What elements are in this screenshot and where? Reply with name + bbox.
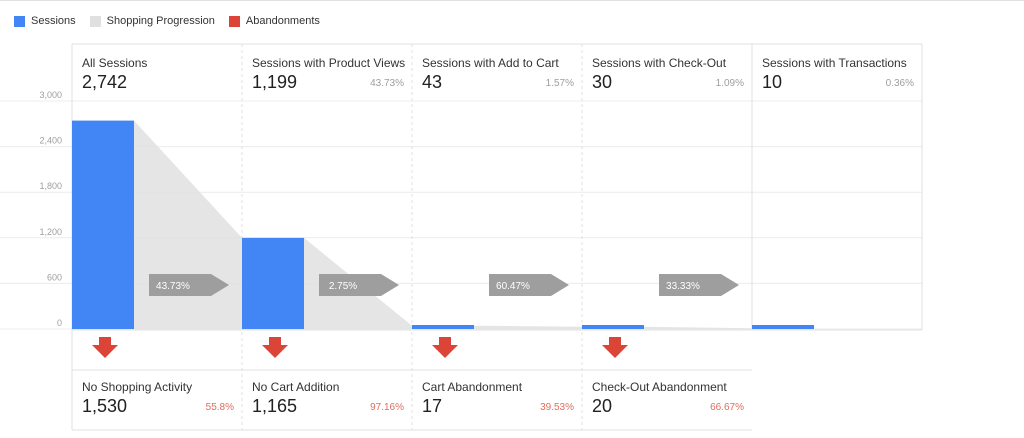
legend-label-progression: Shopping Progression <box>106 15 215 27</box>
progression-rate-label: 33.33% <box>666 281 700 292</box>
abandonment-label: No Shopping Activity <box>82 380 193 394</box>
abandonment-value: 1,530 <box>82 396 128 416</box>
progression-rate-label: 43.73% <box>156 281 190 292</box>
stage-percent: 0.36% <box>885 78 914 89</box>
legend: Sessions Shopping Progression Abandonmen… <box>14 15 320 27</box>
stage-label: Sessions with Transactions <box>762 56 907 70</box>
stage-value: 30 <box>592 72 613 92</box>
abandonment-label: No Cart Addition <box>252 380 340 394</box>
legend-item-abandonments[interactable]: Abandonments <box>228 15 320 27</box>
abandonment-arrow-icon <box>262 337 288 358</box>
stage-percent: 1.09% <box>715 78 744 89</box>
stage-label: Sessions with Product Views <box>252 56 406 70</box>
legend-label-abandonments: Abandonments <box>245 15 320 27</box>
abandonment-percent: 97.16% <box>370 402 404 413</box>
session-bar <box>242 237 304 329</box>
session-bar <box>752 325 814 329</box>
stage-percent: 43.73% <box>370 78 404 89</box>
legend-swatch-abandonments <box>228 15 240 27</box>
stage-label: All Sessions <box>82 56 148 70</box>
legend-swatch-sessions <box>14 15 25 27</box>
stage-value: 10 <box>762 72 783 92</box>
abandonment-percent: 66.67% <box>710 402 744 413</box>
top-border <box>0 0 1024 1</box>
y-tick-label: 0 <box>57 318 62 328</box>
progression-area <box>644 326 752 329</box>
y-tick-label: 2,400 <box>39 136 62 146</box>
abandonment-value: 20 <box>592 396 613 416</box>
progression-area <box>134 120 242 329</box>
abandonment-label: Check-Out Abandonment <box>592 380 727 394</box>
legend-swatch-progression <box>89 15 101 27</box>
stage-percent: 1.57% <box>545 78 574 89</box>
y-tick-label: 3,000 <box>39 90 62 100</box>
abandonment-percent: 55.8% <box>205 402 234 413</box>
abandonment-percent: 39.53% <box>540 402 574 413</box>
progression-arrow <box>659 274 739 296</box>
progression-area <box>474 325 582 329</box>
legend-label-sessions: Sessions <box>31 15 76 27</box>
abandonment-arrow-icon <box>432 337 458 358</box>
abandonment-value: 17 <box>422 396 443 416</box>
abandonment-arrow-icon <box>92 337 118 358</box>
y-tick-label: 1,200 <box>39 227 62 237</box>
progression-arrow <box>149 274 229 296</box>
y-tick-label: 1,800 <box>39 181 62 191</box>
legend-item-sessions[interactable]: Sessions <box>14 15 76 27</box>
progression-arrow <box>489 274 569 296</box>
legend-item-progression[interactable]: Shopping Progression <box>89 15 215 27</box>
session-bar <box>72 120 134 329</box>
abandonment-label: Cart Abandonment <box>422 380 523 394</box>
stage-value: 2,742 <box>82 72 128 92</box>
progression-arrow <box>319 274 399 296</box>
stage-value: 43 <box>422 72 443 92</box>
progression-rate-label: 60.47% <box>496 281 530 292</box>
abandonment-value: 1,165 <box>252 396 298 416</box>
session-bar <box>412 325 474 329</box>
progression-rate-label: 2.75% <box>329 281 357 292</box>
abandonment-check-out-abandonment[interactable]: Check-Out Abandonment 20 66.67% <box>582 370 752 430</box>
abandonment-arrow-icon <box>602 337 628 358</box>
stage-value: 1,199 <box>252 72 298 92</box>
stage-label: Sessions with Add to Cart <box>422 56 559 70</box>
abandonment-no-shopping-activity[interactable]: No Shopping Activity 1,530 55.8% <box>72 370 242 430</box>
session-bar <box>582 325 644 329</box>
abandonment-no-cart-addition[interactable]: No Cart Addition 1,165 97.16% <box>242 370 412 430</box>
y-tick-label: 600 <box>47 272 62 282</box>
abandonment-cart-abandonment[interactable]: Cart Abandonment 17 39.53% <box>412 370 582 430</box>
stage-label: Sessions with Check-Out <box>592 56 727 70</box>
